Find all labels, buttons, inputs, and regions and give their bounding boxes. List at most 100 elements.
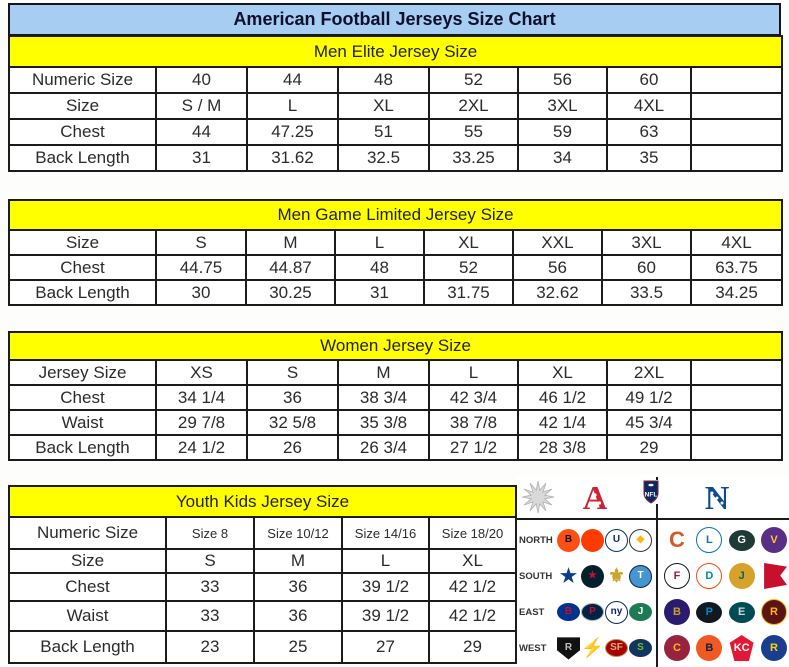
region-label: SOUTH xyxy=(519,570,553,582)
size-cell: 2XL xyxy=(606,359,692,386)
women-size-table: Women Jersey Size Jersey Size XS S M L XL 2XL C… xyxy=(7,331,784,461)
team-logo-raiders: R xyxy=(557,637,580,660)
team-logo-falcons: F xyxy=(664,563,690,589)
size-cell xyxy=(689,92,784,120)
team-logo-browns xyxy=(581,528,604,552)
team-logo-dolphins: D xyxy=(696,563,723,589)
section-header: Youth Kids Jersey Size xyxy=(7,485,518,518)
size-cell: 42 3/4 xyxy=(428,384,519,411)
table-row: Back Length 31 31.62 32.5 33.25 34 35 xyxy=(8,144,784,172)
row-label: Chest xyxy=(8,254,157,281)
size-cell: M xyxy=(337,359,430,386)
region-label: NORTH xyxy=(519,534,553,546)
size-cell: 44.75 xyxy=(155,254,247,281)
size-cell: 32.5 xyxy=(337,144,430,172)
size-cell xyxy=(689,359,784,386)
svg-text:NFL: NFL xyxy=(645,492,658,499)
afc-team-logos: ★ ★ ⚜ T xyxy=(557,564,655,588)
size-cell: 40 xyxy=(155,66,248,94)
team-logo-steelers: ◆ xyxy=(629,528,652,552)
size-cell: 23 xyxy=(165,630,255,664)
team-logo-packers: G xyxy=(728,529,755,551)
size-cell: 34 1/4 xyxy=(155,384,248,411)
size-cell: 39 1/2 xyxy=(341,600,430,632)
team-logo-buccaneers xyxy=(764,563,787,589)
size-cell: 38 3/4 xyxy=(337,384,430,411)
size-cell: 48 xyxy=(337,66,430,94)
size-cell: 46 1/2 xyxy=(517,384,608,411)
size-cell xyxy=(689,384,784,411)
team-logo-bears: C xyxy=(669,527,685,552)
size-cell: 30 xyxy=(155,279,247,306)
afc-team-logos: B U ◆ xyxy=(557,528,655,552)
team-logo-vikings: V xyxy=(760,527,787,553)
size-cell: 52 xyxy=(428,66,519,94)
size-cell: 36 xyxy=(246,384,339,411)
row-label: Numeric Size xyxy=(8,516,167,550)
size-cell: 28 3/8 xyxy=(517,434,608,461)
size-cell: 59 xyxy=(517,118,608,146)
row-label: Back Length xyxy=(8,630,167,664)
size-cell: Size 8 xyxy=(165,516,255,550)
row-label: Chest xyxy=(8,384,157,411)
row-label: Chest xyxy=(8,572,167,602)
size-cell: S xyxy=(246,359,339,386)
table-row: Size S / M L XL 2XL 3XL 4XL xyxy=(8,92,784,120)
size-cell: 60 xyxy=(601,254,692,281)
team-logo-jets: J xyxy=(629,603,652,621)
team-logo-ravens: B xyxy=(664,599,690,625)
nfl-shield-icon: NFL xyxy=(640,480,662,504)
size-cell: 35 xyxy=(606,144,692,172)
size-cell: 42 1/2 xyxy=(427,600,518,632)
table-row: Size S M L XL xyxy=(8,548,518,574)
team-logo-colts: U xyxy=(605,528,628,552)
division-row: NORTH B U ◆ C L G V xyxy=(519,522,789,558)
size-cell: 44.87 xyxy=(245,254,336,281)
size-cell: 4XL xyxy=(606,92,692,120)
size-cell: 52 xyxy=(423,254,514,281)
size-cell: XS xyxy=(155,359,248,386)
size-cell: 33 xyxy=(165,572,255,602)
team-logo-niners: SF xyxy=(605,639,628,657)
table-row: Waist 33 36 39 1/2 42 1/2 xyxy=(8,600,518,632)
team-logo-jaguars: J xyxy=(728,563,755,589)
size-cell: 26 xyxy=(246,434,339,461)
size-cell: 56 xyxy=(512,254,603,281)
conference-divider-line xyxy=(656,477,658,667)
size-cell: 33.5 xyxy=(601,279,692,306)
size-cell: 38 7/8 xyxy=(428,409,519,436)
size-cell: 60 xyxy=(606,66,692,94)
size-cell: 2XL xyxy=(428,92,519,120)
size-cell xyxy=(689,118,784,146)
youth-kids-size-table: Youth Kids Jersey Size Numeric Size Size … xyxy=(7,485,518,664)
size-cell xyxy=(689,434,784,461)
size-cell: Size 18/20 xyxy=(427,516,518,550)
size-cell: 31 xyxy=(334,279,425,306)
size-cell: 29 xyxy=(427,630,518,664)
size-cell: 3XL xyxy=(601,229,692,256)
size-cell: 25 xyxy=(253,630,343,664)
row-label: Waist xyxy=(8,600,167,632)
afc-logo: A xyxy=(583,480,608,516)
size-cell: S xyxy=(155,229,247,256)
table-row: Jersey Size XS S M L XL 2XL xyxy=(8,359,784,386)
table-row: Chest 33 36 39 1/2 42 1/2 xyxy=(8,572,518,602)
region-label: WEST xyxy=(519,642,547,654)
team-logo-cardinals: C xyxy=(664,635,690,661)
team-logo-eagles: E xyxy=(728,601,755,623)
size-cell: 42 1/2 xyxy=(427,572,518,602)
size-cell: 44 xyxy=(155,118,248,146)
table-row: Back Length 30 30.25 31 31.75 32.62 33.5 34.25 xyxy=(8,279,784,306)
table-row: Chest 34 1/4 36 38 3/4 42 3/4 46 1/2 49 1/2 xyxy=(8,384,784,411)
chart-title-bar: American Football Jerseys Size Chart xyxy=(8,3,781,36)
size-cell: 34.25 xyxy=(689,279,784,306)
size-cell: 35 3/8 xyxy=(337,409,430,436)
size-cell: L xyxy=(428,359,519,386)
men-elite-size-table: Men Elite Jersey Size Numeric Size 40 44 48… xyxy=(7,35,784,172)
table-row: Chest 44.75 44.87 48 52 56 60 63.75 xyxy=(8,254,784,281)
size-cell: S xyxy=(165,548,255,574)
size-cell: XL xyxy=(423,229,514,256)
team-logo-giants: ny xyxy=(605,600,628,624)
